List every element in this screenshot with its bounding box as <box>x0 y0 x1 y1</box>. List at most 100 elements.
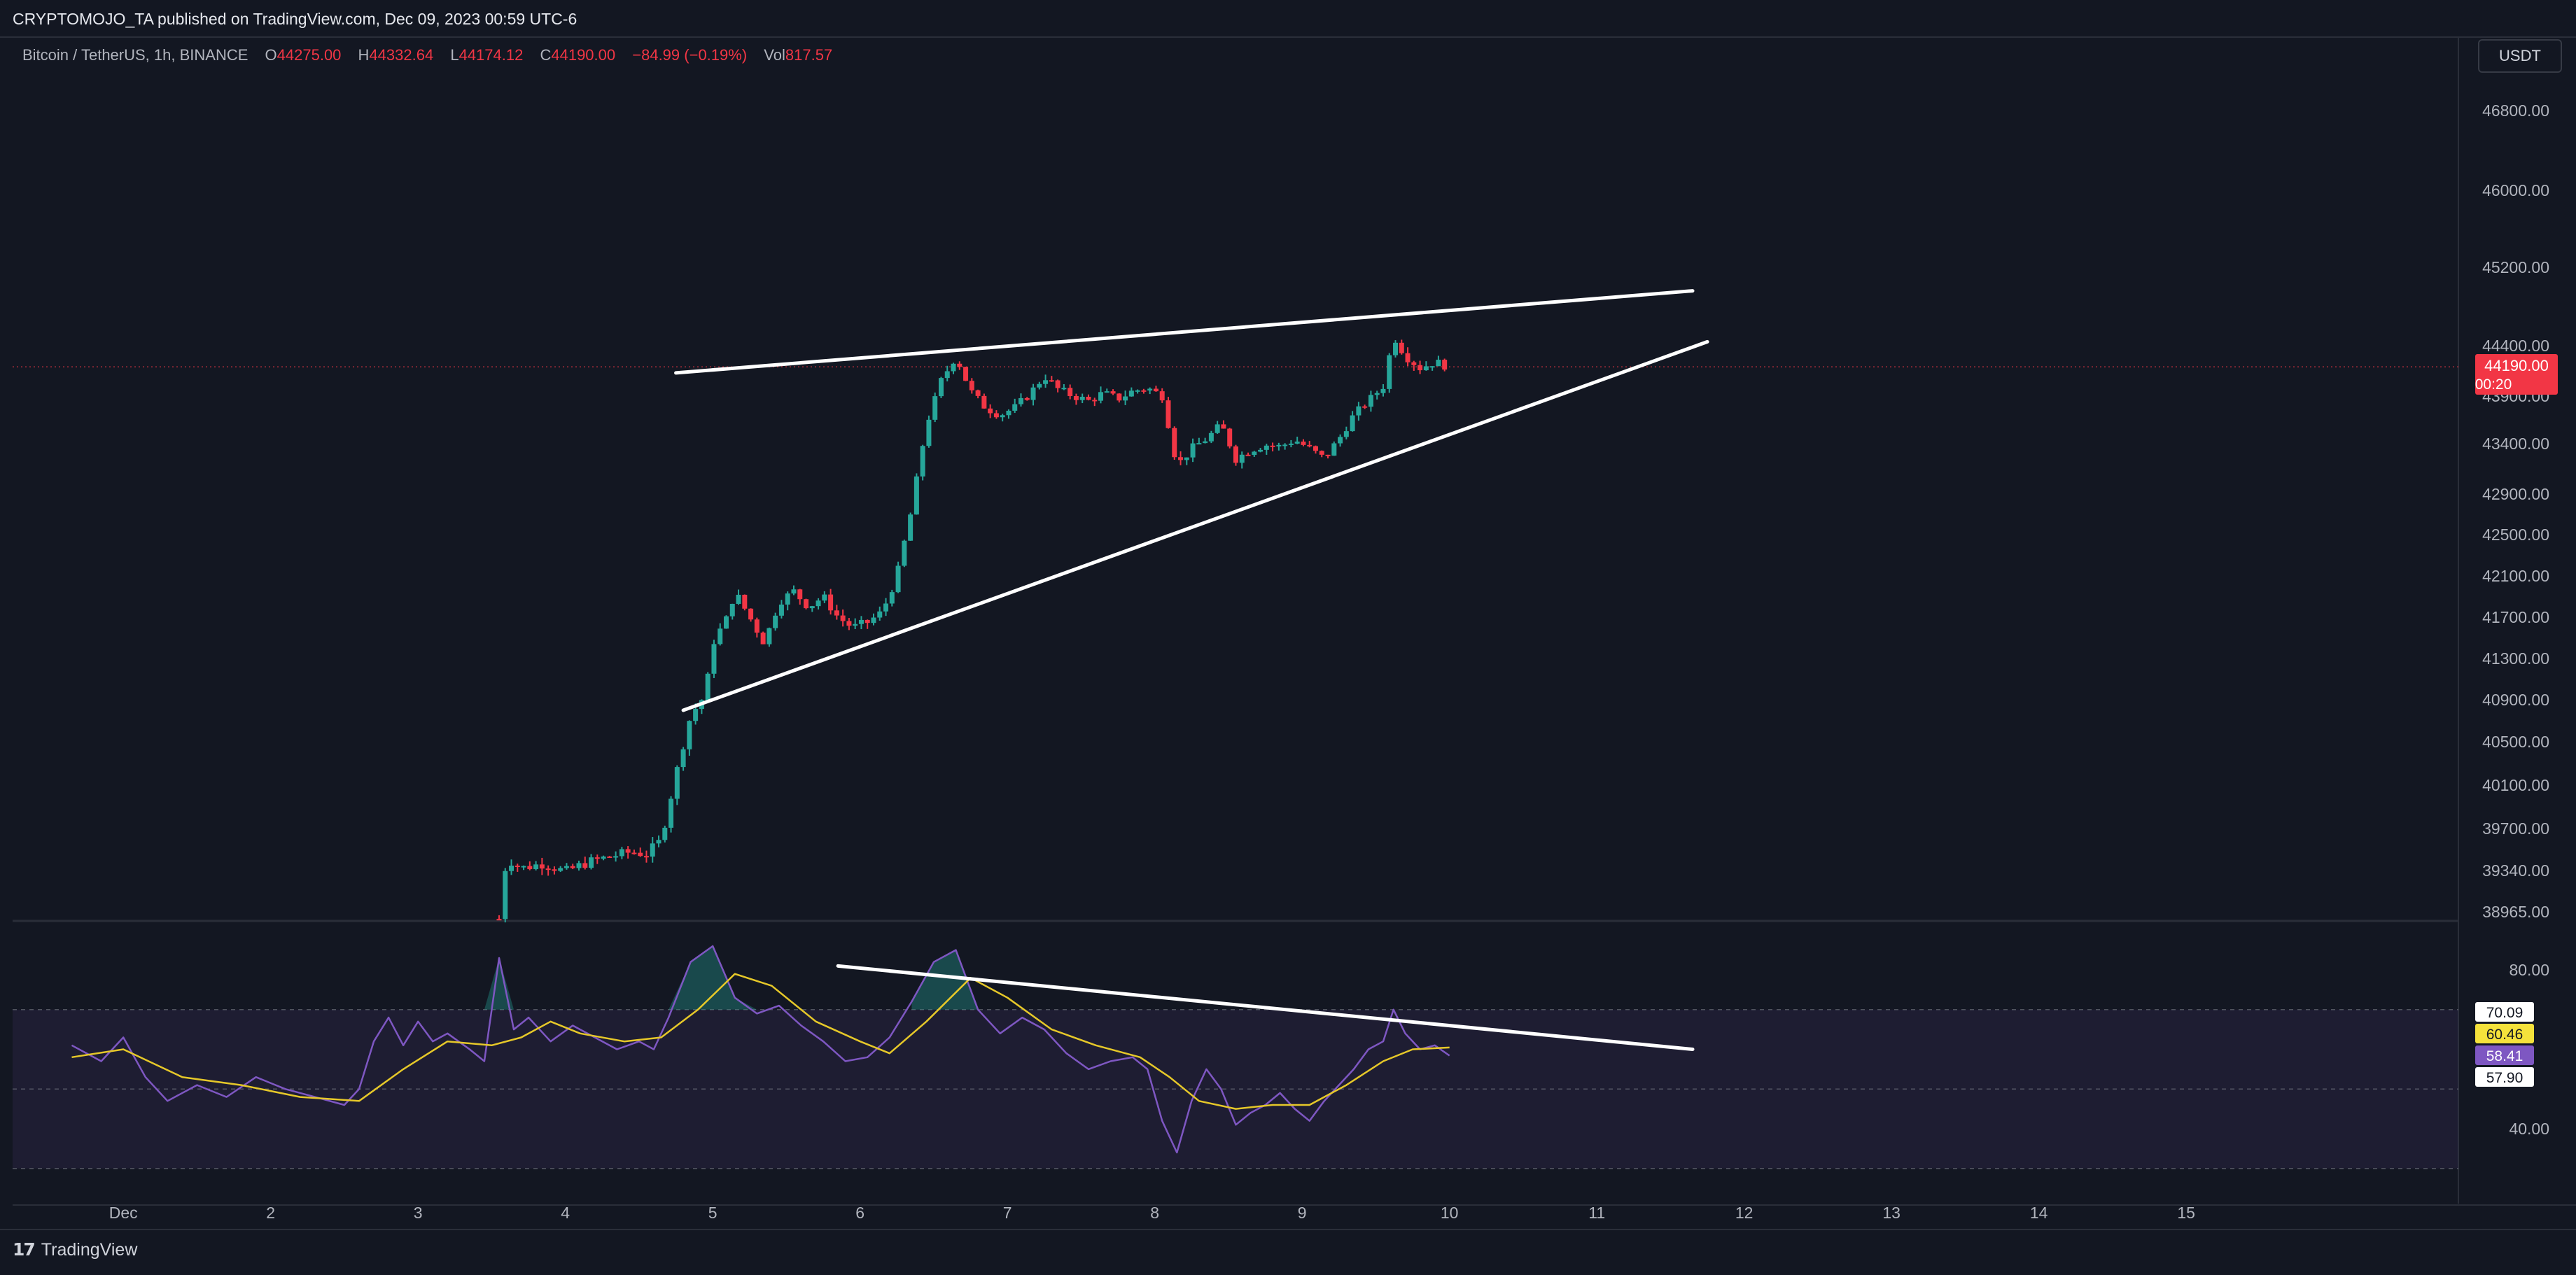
candle-body <box>1116 393 1122 401</box>
candle-body <box>766 628 772 644</box>
candle-body <box>1073 395 1079 400</box>
candle-body <box>902 540 907 566</box>
candle-body <box>1104 391 1110 393</box>
candle-body <box>601 857 606 859</box>
rsi-overbought-fill <box>911 950 979 1010</box>
candle-body <box>1338 437 1343 444</box>
candle-body <box>1214 424 1220 433</box>
candle-body <box>1030 387 1036 400</box>
time-tick-label: Dec <box>109 1204 138 1222</box>
candle-body <box>840 615 846 621</box>
candle-body <box>1184 457 1189 460</box>
candle-body <box>1049 380 1054 382</box>
brand[interactable]: 𝟭𝟳 TradingView <box>13 1239 137 1260</box>
candle-body <box>1233 446 1238 463</box>
candle-body <box>1276 444 1282 446</box>
candle-body <box>527 866 533 870</box>
candle-body <box>674 767 680 799</box>
candle-body <box>1239 454 1245 463</box>
candle-body <box>656 840 662 844</box>
candle-body <box>760 633 766 644</box>
candle-body <box>877 611 883 618</box>
rsi-lines <box>71 945 1450 1154</box>
candles <box>496 339 1448 923</box>
candle-body <box>1135 390 1140 392</box>
candle-body <box>871 617 876 624</box>
time-axis: 2930Dec23456789101112131415 <box>109 1204 2195 1222</box>
candle-body <box>668 798 674 828</box>
change-value: −84.99 (−0.19%) <box>632 46 748 64</box>
candle-body <box>944 371 950 379</box>
price-tick-label: 41300.00 <box>2482 649 2549 668</box>
price-tick-label: 38965.00 <box>2482 903 2549 921</box>
candle-body <box>1006 410 1011 416</box>
candle-body <box>864 619 870 624</box>
candle-body <box>1245 454 1251 456</box>
low-label: L <box>450 46 459 64</box>
rsi-tag-value: 70.09 <box>2486 1005 2524 1021</box>
candle-body <box>1288 443 1294 445</box>
candle-body <box>797 589 803 600</box>
candle-body <box>594 857 600 859</box>
candle-body <box>1153 388 1158 392</box>
candle-body <box>693 709 699 721</box>
candle-body <box>1350 415 1355 432</box>
candle-body <box>1024 397 1030 400</box>
candle-body <box>1166 400 1171 428</box>
candle-body <box>545 868 551 871</box>
rsi-tag <box>2475 1045 2534 1065</box>
candle-body <box>687 721 692 749</box>
publisher-text: CRYPTOMOJO_TA published on TradingView.c… <box>13 10 578 28</box>
price-tick-label: 46000.00 <box>2482 181 2549 199</box>
candle-body <box>932 396 938 420</box>
candle-body <box>1128 390 1134 397</box>
rsi-overbought-fill <box>484 958 514 1010</box>
candle-body <box>1190 443 1196 458</box>
candle-body <box>1331 443 1337 456</box>
time-tick-label: 5 <box>708 1204 718 1222</box>
candle-body <box>1227 428 1233 446</box>
candle-body <box>895 565 901 593</box>
candle-body <box>858 619 864 624</box>
candle-body <box>613 856 619 858</box>
candle-body <box>1362 406 1368 408</box>
candle-body <box>718 628 723 644</box>
symbol-name: Bitcoin / TetherUS, 1h, BINANCE <box>22 46 248 64</box>
price-tag-value: 44190.00 <box>2484 357 2549 374</box>
time-tick-label: 9 <box>1298 1204 1307 1222</box>
candle-body <box>589 857 594 868</box>
time-tick-label: 11 <box>1588 1204 1605 1222</box>
currency-button[interactable]: USDT <box>2478 39 2562 73</box>
candle-body <box>723 616 729 629</box>
candle-body <box>729 603 735 617</box>
candle-body <box>785 593 790 605</box>
candle-body <box>804 599 809 609</box>
candle-body <box>748 608 754 620</box>
candle-body <box>1055 380 1060 388</box>
rsi-tag <box>2475 1067 2534 1087</box>
axis-tags: 44190.00 00:20 70.09 60.46 58.41 57.90 <box>2475 354 2558 1087</box>
candle-body <box>742 594 748 609</box>
footer <box>0 1229 2576 1275</box>
price-tick-label: 40500.00 <box>2482 733 2549 751</box>
candle-body <box>607 857 612 859</box>
candle-body <box>926 419 932 446</box>
rsi-overbought-fill <box>668 946 757 1010</box>
candle-body <box>1258 449 1264 452</box>
candle-body <box>963 367 969 381</box>
tradingview-logo-icon: 𝟭𝟳 <box>13 1240 36 1260</box>
candle-body <box>993 413 999 418</box>
candle-body <box>791 589 797 594</box>
price-tick-label: 40900.00 <box>2482 691 2549 709</box>
candle-body <box>1393 342 1399 355</box>
candle-body <box>1159 391 1165 401</box>
candle-body <box>908 514 913 541</box>
candle-body <box>1325 454 1331 456</box>
candle-body <box>736 594 741 604</box>
price-tick-label: 42900.00 <box>2482 485 2549 503</box>
price-tick-label: 40100.00 <box>2482 776 2549 794</box>
upper-trendline <box>674 289 1695 375</box>
candle-body <box>1294 442 1300 444</box>
time-tick-label: 6 <box>855 1204 864 1222</box>
